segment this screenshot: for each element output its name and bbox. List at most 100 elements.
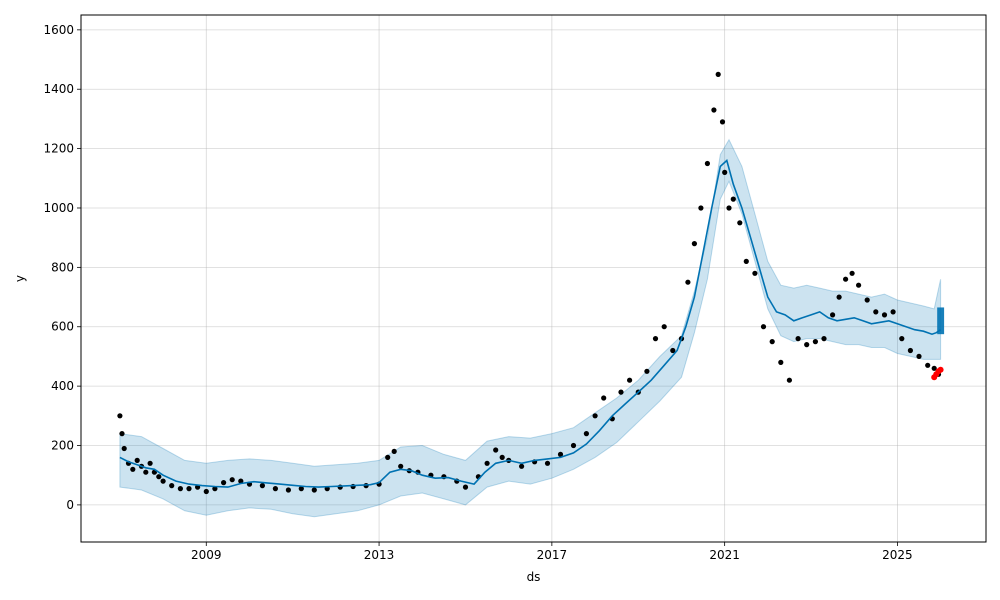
actual-points (117, 71, 942, 495)
actual-point (238, 478, 244, 484)
actual-point (385, 454, 391, 460)
actual-point (670, 347, 676, 354)
actual-point (156, 474, 162, 480)
actual-point (130, 466, 136, 472)
actual-point (873, 309, 879, 315)
actual-point (462, 484, 469, 490)
actual-point (652, 336, 659, 342)
actual-point (931, 365, 937, 371)
y-tick-label: 800 (51, 260, 74, 274)
y-tick-label: 1000 (43, 201, 74, 215)
y-axis-title: y (13, 275, 27, 282)
actual-point (752, 270, 758, 276)
plot-frame (80, 14, 987, 543)
actual-point (519, 463, 525, 469)
actual-point (493, 447, 499, 453)
actual-point (119, 431, 125, 437)
actual-point (856, 282, 862, 288)
actual-point (221, 480, 227, 486)
highlight-points (931, 366, 944, 381)
actual-point (812, 339, 819, 345)
actual-point (272, 486, 278, 492)
actual-point (499, 454, 505, 460)
actual-point (160, 478, 166, 484)
actual-point (804, 342, 810, 348)
actual-point (726, 205, 732, 211)
x-tick-label: 2025 (882, 548, 913, 562)
forecast-line (119, 159, 942, 488)
actual-point (117, 413, 123, 419)
actual-point (627, 377, 633, 383)
actual-point (259, 483, 265, 489)
actual-point (719, 119, 726, 125)
actual-point (601, 395, 607, 401)
y-axis-ticks: 0 200 400 600 800 1000 1200 1400 1600 (43, 23, 81, 512)
y-tick-label: 600 (51, 320, 74, 334)
actual-point (661, 324, 667, 330)
actual-point (864, 297, 870, 303)
x-axis-ticks: 2009 2013 2017 2021 2025 (191, 542, 913, 562)
actual-point (177, 486, 183, 492)
actual-point (881, 312, 888, 318)
actual-point (570, 442, 577, 449)
actual-point (592, 413, 598, 419)
actual-point (704, 160, 711, 167)
actual-point (843, 276, 849, 282)
actual-point (147, 460, 153, 466)
actual-point (544, 460, 551, 466)
actual-point (899, 336, 905, 342)
y-tick-label: 1600 (43, 23, 74, 37)
actual-point (298, 486, 304, 492)
actual-point (391, 448, 397, 454)
actual-point (398, 463, 404, 469)
actual-point (203, 488, 209, 495)
actual-point (691, 241, 698, 247)
actual-point (715, 71, 721, 77)
actual-point (557, 451, 564, 457)
actual-point (285, 487, 291, 493)
actual-point (925, 362, 931, 368)
actual-point (916, 353, 922, 359)
actual-point (143, 469, 149, 475)
x-tick-label: 2021 (709, 548, 740, 562)
x-tick-label: 2013 (364, 548, 395, 562)
actual-point (760, 324, 767, 330)
actual-point (907, 347, 914, 354)
actual-point (186, 486, 192, 492)
actual-point (769, 339, 775, 345)
y-tick-label: 1200 (43, 142, 74, 156)
actual-point (836, 294, 842, 300)
actual-point (737, 220, 743, 226)
actual-point (618, 389, 624, 395)
actual-point (583, 431, 590, 437)
uncertainty-band (119, 138, 942, 518)
actual-point (743, 258, 749, 264)
y-tick-label: 0 (66, 498, 74, 512)
actual-point (311, 487, 317, 493)
actual-point (795, 336, 801, 342)
actual-point (722, 169, 728, 175)
actual-point (121, 445, 127, 452)
y-tick-label: 200 (51, 439, 74, 453)
x-tick-label: 2009 (191, 548, 222, 562)
plot-area (117, 71, 945, 518)
actual-point (134, 457, 140, 463)
actual-point (890, 309, 896, 315)
actual-point (685, 279, 691, 285)
grid-lines (81, 15, 986, 542)
actual-point (711, 107, 717, 113)
highlight-point (937, 366, 944, 373)
actual-point (730, 196, 736, 202)
actual-point (644, 368, 650, 374)
actual-point (849, 270, 855, 276)
y-tick-label: 400 (51, 379, 74, 393)
actual-point (821, 336, 827, 342)
x-axis-title: ds (527, 570, 541, 584)
actual-point (786, 377, 793, 383)
forecast-block (937, 307, 945, 335)
actual-point (698, 205, 704, 211)
actual-point (778, 359, 784, 365)
actual-point (484, 460, 490, 466)
